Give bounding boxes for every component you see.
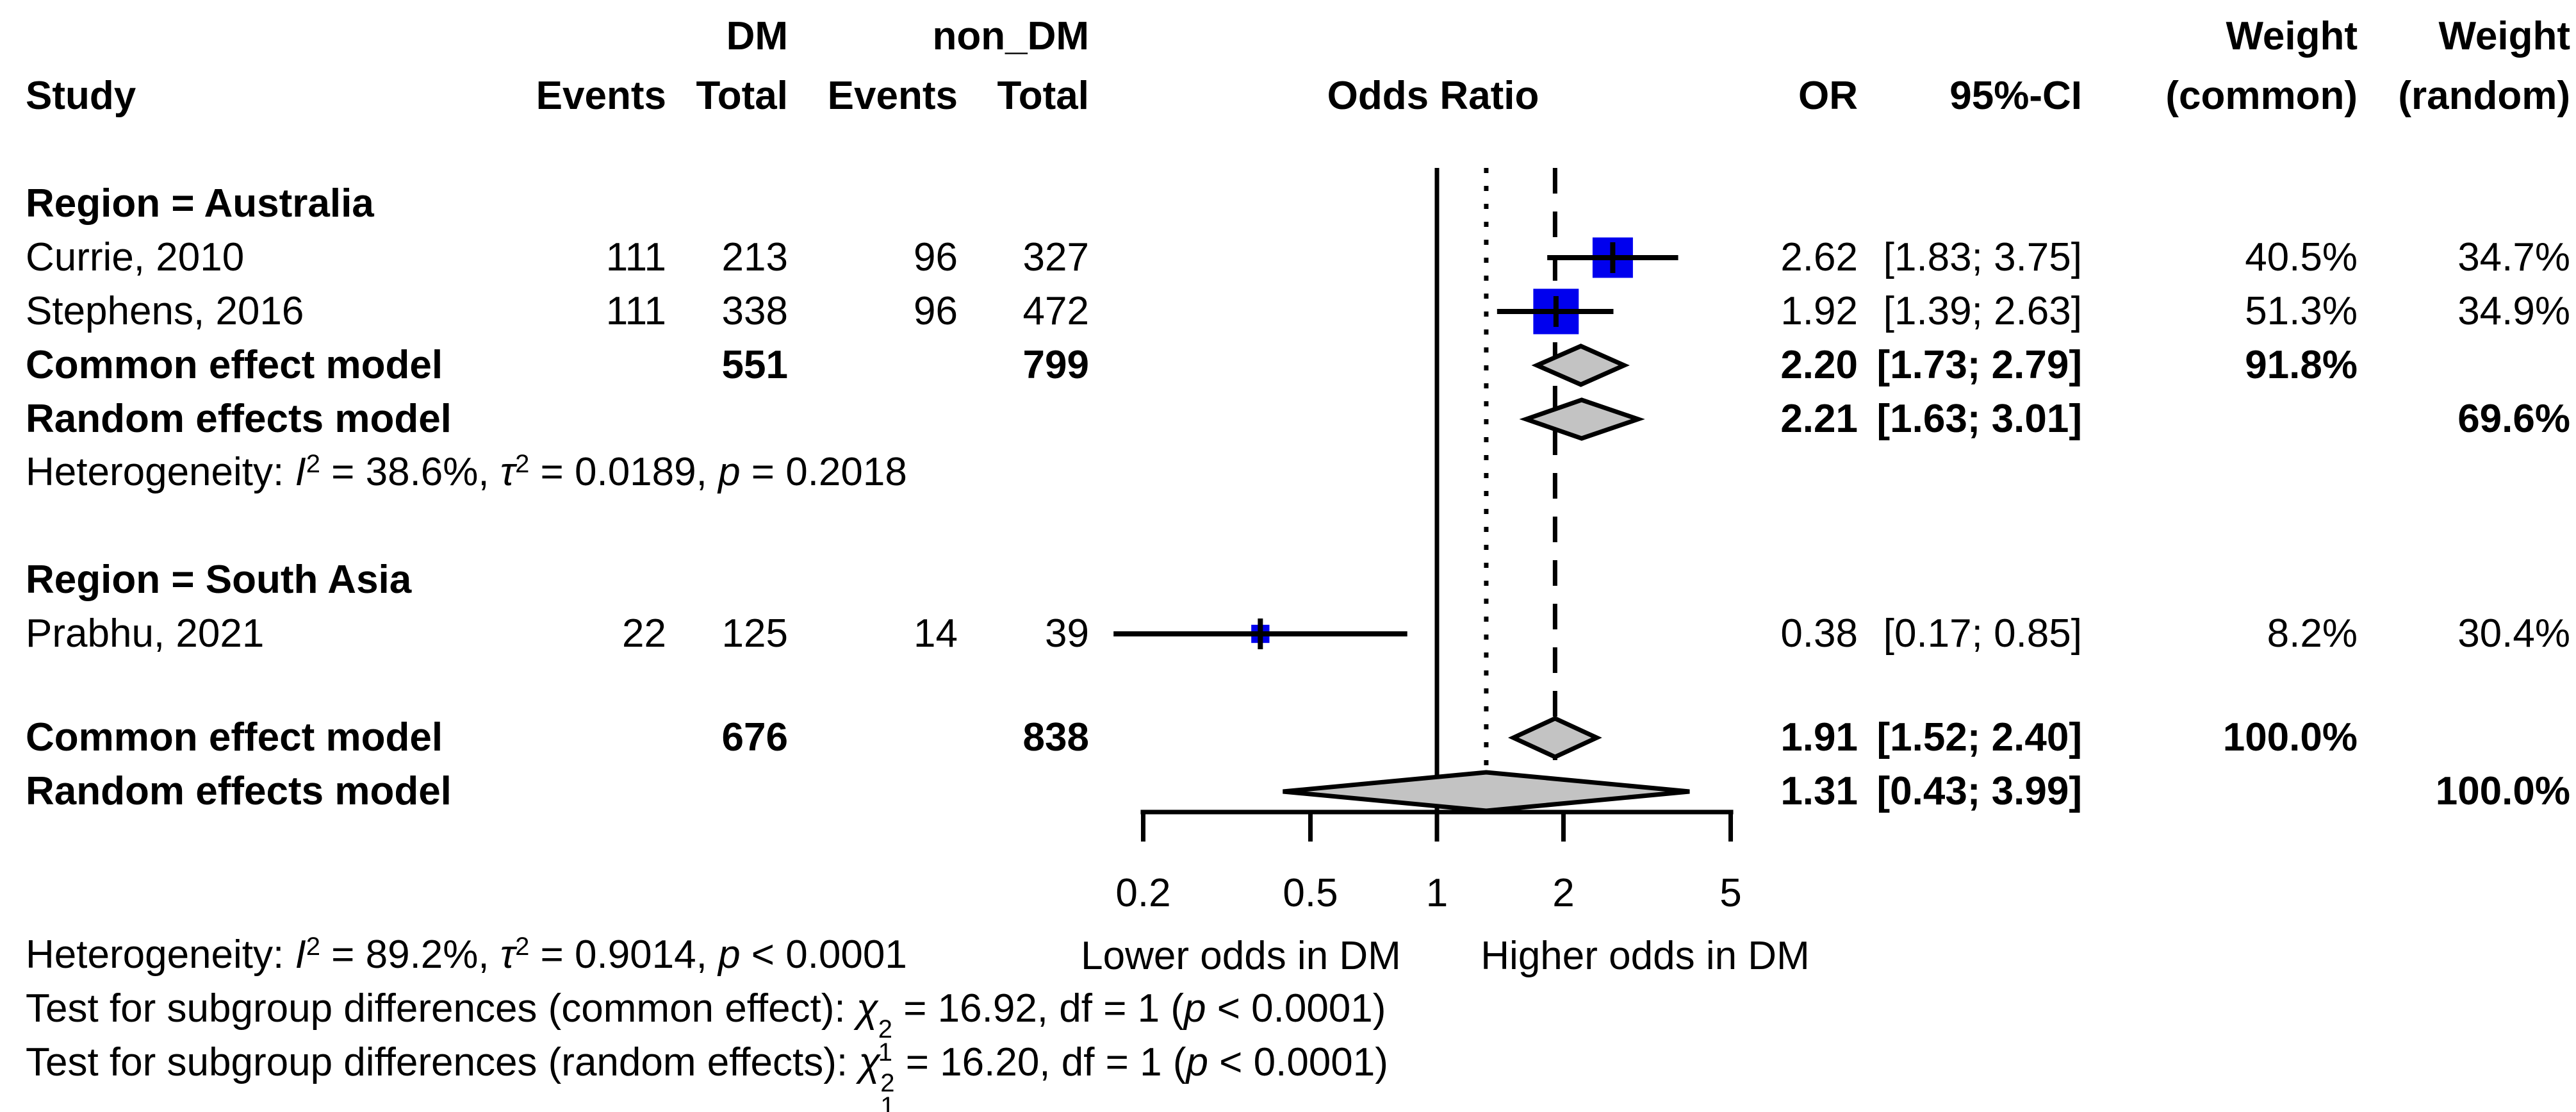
axis-label-lower-odds: Lower odds in DM bbox=[1081, 934, 1401, 978]
events-non-dm-value: 96 bbox=[914, 289, 958, 333]
or-value: 2.62 bbox=[1780, 235, 1858, 279]
subgroup-label: Region = South Asia bbox=[26, 558, 412, 602]
col-header-total-non-dm: Total bbox=[997, 74, 1090, 118]
or-value: 1.91 bbox=[1780, 715, 1858, 759]
or-value: 1.92 bbox=[1780, 289, 1858, 333]
study-name: Stephens, 2016 bbox=[26, 289, 304, 333]
col-header-weight-random: Weight bbox=[2438, 14, 2571, 58]
col-header-odds-ratio: Odds Ratio bbox=[1327, 74, 1539, 118]
weight-common-value: 91.8% bbox=[2245, 343, 2358, 387]
ci-value: [1.52; 2.40] bbox=[1876, 715, 2082, 759]
total-dm-value: 213 bbox=[721, 235, 788, 279]
col-header-or: OR bbox=[1798, 74, 1858, 118]
col-header-weight-common: Weight bbox=[2226, 14, 2358, 58]
or-value: 2.21 bbox=[1780, 397, 1858, 441]
pooled-effect-diamond bbox=[1519, 397, 1645, 441]
col-header-random-sub: (random) bbox=[2398, 74, 2570, 118]
ci-value: [1.39; 2.63] bbox=[1883, 289, 2082, 333]
model-label: Common effect model bbox=[26, 343, 443, 387]
events-dm-value: 22 bbox=[622, 611, 666, 656]
or-value: 1.31 bbox=[1780, 769, 1858, 813]
col-header-total-dm: Total bbox=[696, 74, 789, 118]
total-dm-value: 125 bbox=[721, 611, 788, 656]
weight-common-value: 8.2% bbox=[2267, 611, 2358, 656]
or-value: 2.20 bbox=[1780, 343, 1858, 387]
subgroup-test-random: Test for subgroup differences (random ef… bbox=[26, 1036, 1388, 1112]
col-header-ci: 95%-CI bbox=[1949, 74, 2082, 118]
ci-value: [0.43; 3.99] bbox=[1876, 769, 2082, 813]
subgroup-label: Region = Australia bbox=[26, 181, 374, 226]
heterogeneity-australia: Heterogeneity: I2 = 38.6%, τ2 = 0.0189, … bbox=[26, 450, 907, 494]
weight-random-value: 69.6% bbox=[2457, 397, 2570, 441]
x-axis-tick-label: 1 bbox=[1426, 871, 1448, 915]
model-label: Random effects model bbox=[26, 397, 452, 441]
col-header-events-non-dm: Events bbox=[827, 74, 958, 118]
axis-label-higher-odds: Higher odds in DM bbox=[1481, 934, 1809, 978]
pooled-effect-diamond bbox=[1283, 770, 1690, 813]
x-axis-tick-label: 5 bbox=[1719, 871, 1741, 915]
study-name: Currie, 2010 bbox=[26, 235, 245, 279]
x-axis-tick-label: 0.2 bbox=[1115, 871, 1170, 915]
col-header-non-dm: non_DM bbox=[932, 14, 1089, 58]
weight-random-value: 100.0% bbox=[2435, 769, 2570, 813]
ci-value: [1.73; 2.79] bbox=[1876, 343, 2082, 387]
or-value: 0.38 bbox=[1780, 611, 1858, 656]
col-header-events-dm: Events bbox=[536, 74, 666, 118]
total-non-dm-value: 327 bbox=[1022, 235, 1089, 279]
total-dm-value: 676 bbox=[721, 715, 788, 759]
subgroup-test-common: Test for subgroup differences (common ef… bbox=[26, 986, 1386, 1066]
events-non-dm-value: 96 bbox=[914, 235, 958, 279]
pooled-effect-diamond bbox=[1531, 344, 1630, 387]
study-name: Prabhu, 2021 bbox=[26, 611, 265, 656]
total-non-dm-value: 838 bbox=[1022, 715, 1089, 759]
events-dm-value: 111 bbox=[605, 289, 666, 333]
ci-value: [0.17; 0.85] bbox=[1883, 611, 2082, 656]
col-header-dm: DM bbox=[726, 14, 788, 58]
total-dm-value: 551 bbox=[721, 343, 788, 387]
total-non-dm-value: 799 bbox=[1022, 343, 1089, 387]
total-non-dm-value: 39 bbox=[1045, 611, 1089, 656]
ci-value: [1.63; 3.01] bbox=[1876, 397, 2082, 441]
weight-common-value: 51.3% bbox=[2245, 289, 2358, 333]
ci-value: [1.83; 3.75] bbox=[1883, 235, 2082, 279]
weight-random-value: 34.9% bbox=[2457, 289, 2570, 333]
col-header-common-sub: (common) bbox=[2165, 74, 2358, 118]
heterogeneity-overall: Heterogeneity: I2 = 89.2%, τ2 = 0.9014, … bbox=[26, 933, 907, 977]
x-axis-tick-label: 0.5 bbox=[1283, 871, 1338, 915]
total-dm-value: 338 bbox=[721, 289, 788, 333]
weight-random-value: 34.7% bbox=[2457, 235, 2570, 279]
weight-random-value: 30.4% bbox=[2457, 611, 2570, 656]
events-dm-value: 111 bbox=[605, 235, 666, 279]
weight-common-value: 100.0% bbox=[2222, 715, 2358, 759]
model-label: Random effects model bbox=[26, 769, 452, 813]
weight-common-value: 40.5% bbox=[2245, 235, 2358, 279]
events-non-dm-value: 14 bbox=[914, 611, 958, 656]
model-label: Common effect model bbox=[26, 715, 443, 759]
pooled-effect-diamond bbox=[1507, 716, 1602, 759]
x-axis-tick-label: 2 bbox=[1552, 871, 1574, 915]
total-non-dm-value: 472 bbox=[1022, 289, 1089, 333]
col-header-study: Study bbox=[26, 74, 136, 118]
